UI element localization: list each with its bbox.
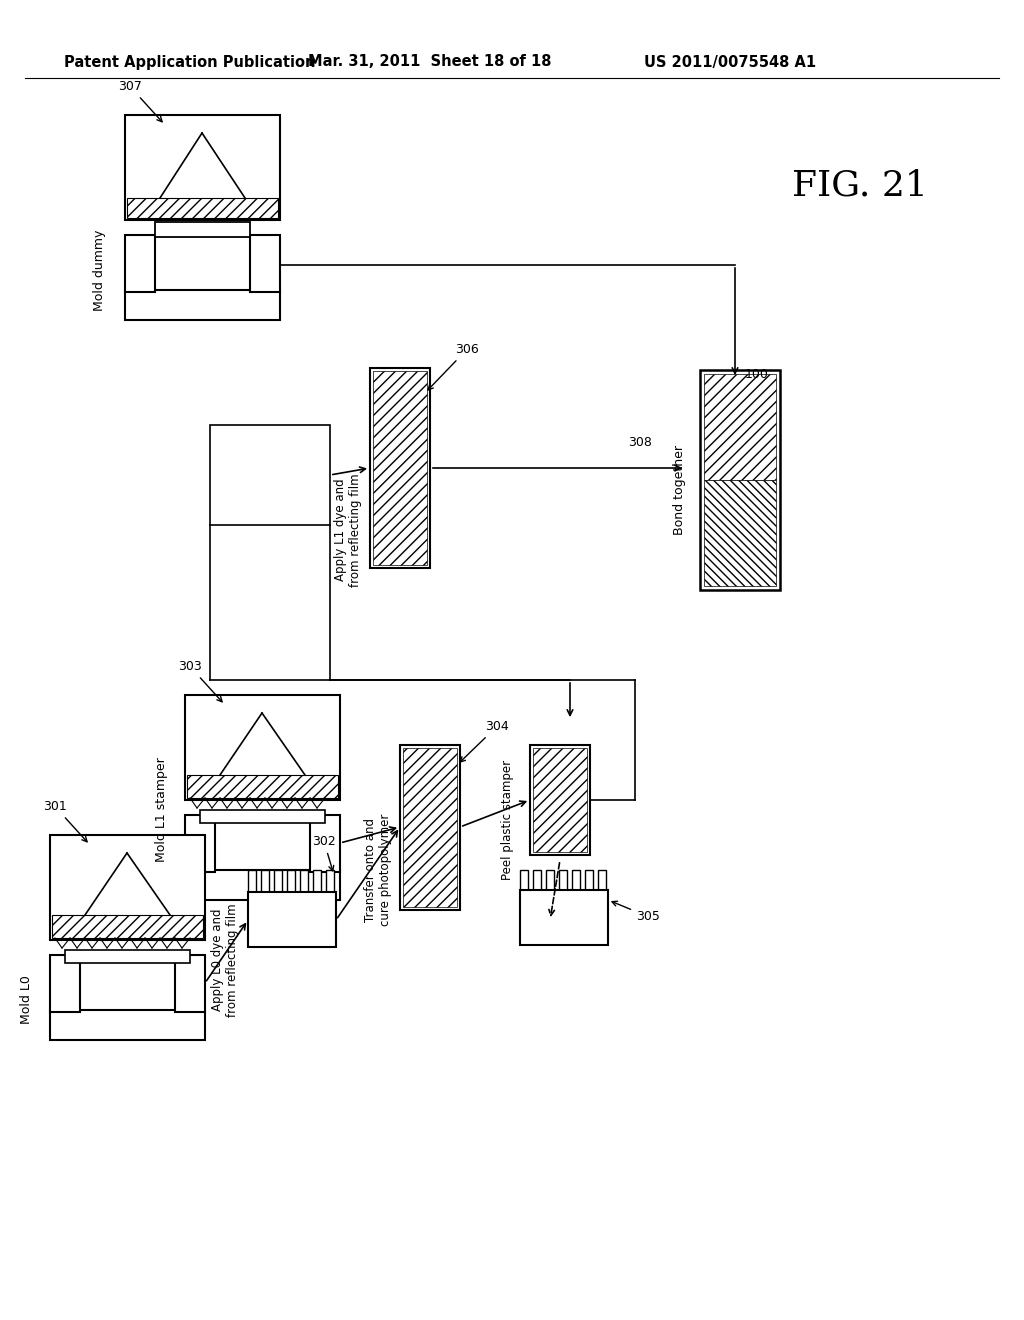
Text: Peel plastic stamper: Peel plastic stamper (502, 760, 514, 880)
Bar (187, 775, 338, 799)
Bar (598, 870, 606, 890)
Bar (400, 744, 460, 909)
Bar (274, 870, 282, 892)
Bar (326, 870, 334, 892)
Bar (310, 814, 340, 873)
Bar (200, 810, 325, 822)
Bar (700, 370, 780, 590)
Bar (403, 748, 457, 907)
Text: 306: 306 (428, 343, 479, 389)
Text: 303: 303 (178, 660, 222, 702)
Bar (585, 870, 593, 890)
Bar (185, 814, 215, 873)
Text: Apply L0 dye and
from reflecting film: Apply L0 dye and from reflecting film (211, 903, 239, 1016)
Text: Bond together: Bond together (674, 445, 686, 535)
Text: Transfer onto and
cure photopolymer: Transfer onto and cure photopolymer (364, 814, 392, 927)
Text: 307: 307 (118, 81, 162, 121)
Bar (155, 222, 250, 238)
Bar (50, 836, 205, 940)
Bar (520, 890, 608, 945)
Bar (572, 870, 580, 890)
Text: Mold dummy: Mold dummy (93, 230, 106, 310)
Bar (705, 480, 776, 586)
Text: Apply L1 dye and
from reflecting film: Apply L1 dye and from reflecting film (334, 473, 362, 587)
Bar (248, 892, 336, 946)
Text: 302: 302 (312, 836, 336, 871)
Bar (248, 870, 256, 892)
Bar (125, 290, 280, 319)
Bar (175, 954, 205, 1012)
Bar (185, 870, 340, 900)
Text: 305: 305 (612, 902, 659, 923)
Bar (287, 870, 295, 892)
Text: US 2011/0075548 A1: US 2011/0075548 A1 (644, 54, 816, 70)
Bar (250, 235, 280, 292)
Bar (520, 870, 528, 890)
Bar (559, 870, 567, 890)
Bar (65, 950, 190, 964)
Text: Patent Application Publication: Patent Application Publication (65, 54, 315, 70)
Bar (125, 235, 155, 292)
Bar (50, 954, 80, 1012)
Bar (370, 368, 430, 568)
Bar (313, 870, 321, 892)
Bar (125, 115, 280, 220)
Bar (373, 371, 427, 565)
Bar (300, 870, 308, 892)
Text: Mold L1 stamper: Mold L1 stamper (156, 758, 169, 862)
Text: 301: 301 (43, 800, 87, 842)
Bar (50, 1010, 205, 1040)
Bar (546, 870, 554, 890)
Bar (261, 870, 269, 892)
Bar (185, 696, 340, 800)
Bar (127, 198, 278, 218)
Bar (210, 425, 330, 525)
Bar (534, 870, 541, 890)
Bar (52, 915, 203, 939)
Bar (185, 900, 340, 931)
Bar (534, 748, 587, 851)
Text: Mar. 31, 2011  Sheet 18 of 18: Mar. 31, 2011 Sheet 18 of 18 (308, 54, 552, 70)
Text: 100: 100 (745, 368, 769, 381)
Text: FIG. 21: FIG. 21 (792, 168, 928, 202)
Text: 308: 308 (628, 437, 652, 450)
Bar (530, 744, 590, 855)
Bar (705, 374, 776, 480)
Text: Mold L0: Mold L0 (20, 975, 34, 1024)
Text: 304: 304 (460, 719, 509, 762)
